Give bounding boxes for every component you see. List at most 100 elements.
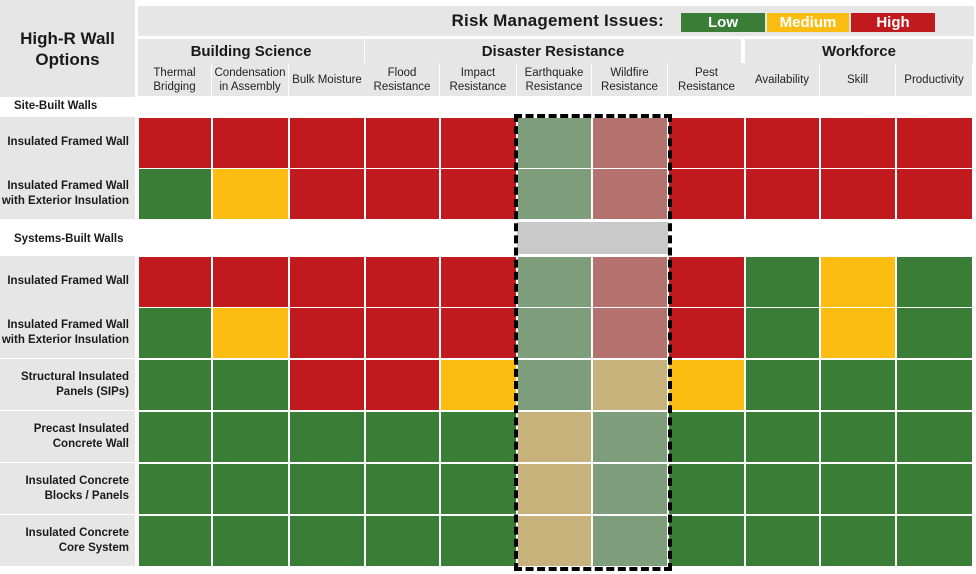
- column-header-wildfire-resistance: Wildfire Resistance: [592, 63, 667, 96]
- column-header-impact-resistance: Impact Resistance: [440, 63, 516, 96]
- row-label: Insulated Framed Wall with Exterior Insu…: [0, 168, 135, 219]
- risk-cell-medium: [212, 168, 289, 220]
- column-header-flood-resistance: Flood Resistance: [365, 63, 439, 96]
- risk-cell-low: [896, 359, 973, 411]
- risk-cell-high: [365, 307, 440, 359]
- risk-cell-medium: [820, 307, 896, 359]
- risk-cell-high: [365, 256, 440, 308]
- risk-cell-low: [820, 463, 896, 515]
- row-label: Insulated Framed Wall: [0, 256, 135, 307]
- risk-cell-low: [212, 515, 289, 567]
- risk-cell-medium: [820, 256, 896, 308]
- risk-cell-high: [289, 117, 365, 169]
- risk-cell-high: [592, 168, 668, 220]
- column-header-condensation-in-assembly: Condensation in Assembly: [212, 63, 288, 96]
- risk-cell-high: [440, 256, 517, 308]
- risk-cell-high: [365, 117, 440, 169]
- legend-medium: Medium: [767, 13, 849, 32]
- risk-cell-low: [138, 515, 212, 567]
- column-header-skill: Skill: [820, 63, 895, 96]
- row-label: Insulated Concrete Core System: [0, 515, 135, 566]
- row-label: Precast Insulated Concrete Wall: [0, 411, 135, 462]
- risk-cell-high: [745, 168, 820, 220]
- risk-cell-high: [289, 359, 365, 411]
- risk-cell-low: [745, 411, 820, 463]
- risk-cell-high: [896, 117, 973, 169]
- column-header-availability: Availability: [745, 63, 819, 96]
- column-header-earthquake-resistance: Earthquake Resistance: [517, 63, 591, 96]
- risk-cell-low: [668, 463, 745, 515]
- risk-cell-low: [592, 515, 668, 567]
- risk-cell-high: [592, 307, 668, 359]
- risk-cell-low: [592, 463, 668, 515]
- risk-cell-medium: [592, 359, 668, 411]
- risk-cell-high: [440, 117, 517, 169]
- risk-label: Risk Management Issues:: [451, 11, 664, 30]
- matrix-title: High-R Wall Options: [0, 0, 135, 97]
- row-label: Insulated Framed Wall with Exterior Insu…: [0, 307, 135, 358]
- risk-cell-high: [365, 359, 440, 411]
- column-header-thermal-bridging: Thermal Bridging: [138, 63, 211, 96]
- risk-cell-high: [212, 256, 289, 308]
- risk-cell-low: [517, 168, 592, 220]
- row-label: Structural Insulated Panels (SIPs): [0, 359, 135, 410]
- risk-cell-low: [517, 359, 592, 411]
- risk-cell-low: [745, 307, 820, 359]
- highlight-gap-band: [517, 222, 668, 254]
- risk-cell-low: [745, 515, 820, 567]
- legend-low: Low: [681, 13, 765, 32]
- risk-cell-low: [138, 463, 212, 515]
- risk-cell-low: [896, 463, 973, 515]
- risk-cell-low: [289, 515, 365, 567]
- risk-cell-low: [517, 256, 592, 308]
- risk-cell-high: [289, 256, 365, 308]
- risk-cell-high: [668, 256, 745, 308]
- risk-cell-low: [440, 463, 517, 515]
- risk-cell-low: [440, 515, 517, 567]
- column-header-productivity: Productivity: [896, 63, 972, 96]
- risk-cell-medium: [517, 411, 592, 463]
- row-label: Insulated Concrete Blocks / Panels: [0, 463, 135, 514]
- group-header-workforce: Workforce: [745, 39, 973, 63]
- risk-cell-high: [820, 168, 896, 220]
- risk-cell-low: [668, 515, 745, 567]
- risk-cell-low: [212, 359, 289, 411]
- risk-cell-low: [668, 411, 745, 463]
- risk-cell-low: [212, 411, 289, 463]
- risk-cell-high: [668, 307, 745, 359]
- risk-cell-high: [592, 256, 668, 308]
- section-label-site-built-walls: Site-Built Walls: [14, 100, 98, 112]
- risk-cell-high: [365, 168, 440, 220]
- risk-cell-low: [138, 359, 212, 411]
- risk-cell-high: [668, 168, 745, 220]
- column-header-bulk-moisture: Bulk Moisture: [289, 63, 365, 96]
- group-header-disaster-resistance: Disaster Resistance: [365, 39, 741, 63]
- risk-cell-low: [289, 411, 365, 463]
- risk-cell-high: [592, 117, 668, 169]
- risk-cell-medium: [212, 307, 289, 359]
- risk-cell-high: [138, 256, 212, 308]
- row-label: Insulated Framed Wall: [0, 117, 135, 168]
- legend-high: High: [851, 13, 935, 32]
- risk-cell-low: [138, 168, 212, 220]
- risk-cell-low: [592, 411, 668, 463]
- risk-cell-high: [440, 307, 517, 359]
- risk-cell-low: [365, 463, 440, 515]
- risk-cell-low: [745, 463, 820, 515]
- risk-cell-high: [289, 168, 365, 220]
- risk-cell-high: [138, 117, 212, 169]
- risk-cell-low: [289, 463, 365, 515]
- risk-cell-medium: [440, 359, 517, 411]
- risk-cell-medium: [517, 463, 592, 515]
- risk-cell-low: [212, 463, 289, 515]
- risk-cell-low: [365, 515, 440, 567]
- risk-cell-high: [745, 117, 820, 169]
- group-header-building-science: Building Science: [138, 39, 364, 63]
- risk-cell-high: [289, 307, 365, 359]
- risk-cell-low: [365, 411, 440, 463]
- risk-cell-high: [212, 117, 289, 169]
- risk-cell-low: [517, 307, 592, 359]
- risk-cell-low: [820, 359, 896, 411]
- risk-cell-low: [820, 411, 896, 463]
